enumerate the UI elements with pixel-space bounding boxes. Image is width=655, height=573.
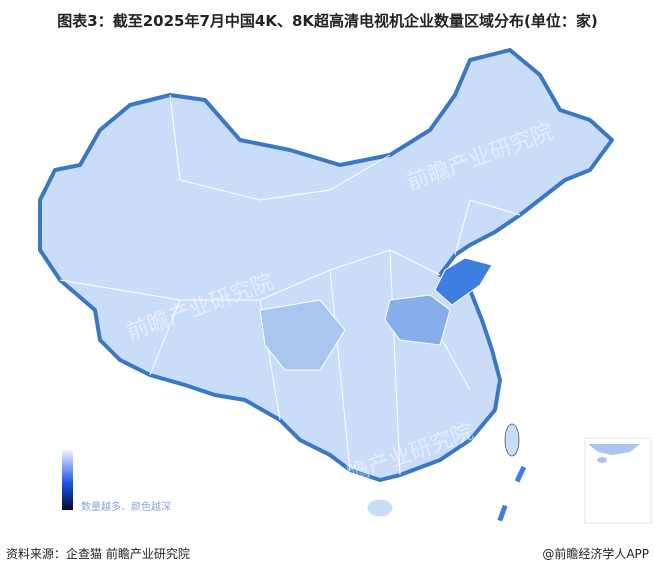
region-level-low bbox=[259, 299, 346, 371]
legend-gradient-bar bbox=[62, 450, 73, 510]
china-outline bbox=[38, 48, 614, 482]
hainan-island bbox=[366, 498, 394, 518]
province-borders bbox=[59, 94, 521, 476]
inset-island bbox=[597, 457, 607, 463]
taiwan-island bbox=[504, 423, 520, 457]
inset-coast bbox=[588, 444, 640, 455]
legend-text: 数量越多、颜色越深 bbox=[81, 502, 171, 513]
sea-boundary-mark bbox=[514, 465, 527, 483]
region-level-high bbox=[434, 257, 493, 306]
region-level-mid bbox=[384, 294, 451, 346]
credit: @前瞻经济学人APP bbox=[542, 547, 649, 561]
map-title: 图表3：截至2025年7月中国4K、8K超高清电视机企业数量区域分布(单位：家) bbox=[57, 12, 598, 30]
source-note: 资料来源：企查猫 前瞻产业研究院 bbox=[6, 547, 190, 561]
sea-boundary-mark bbox=[497, 504, 508, 522]
